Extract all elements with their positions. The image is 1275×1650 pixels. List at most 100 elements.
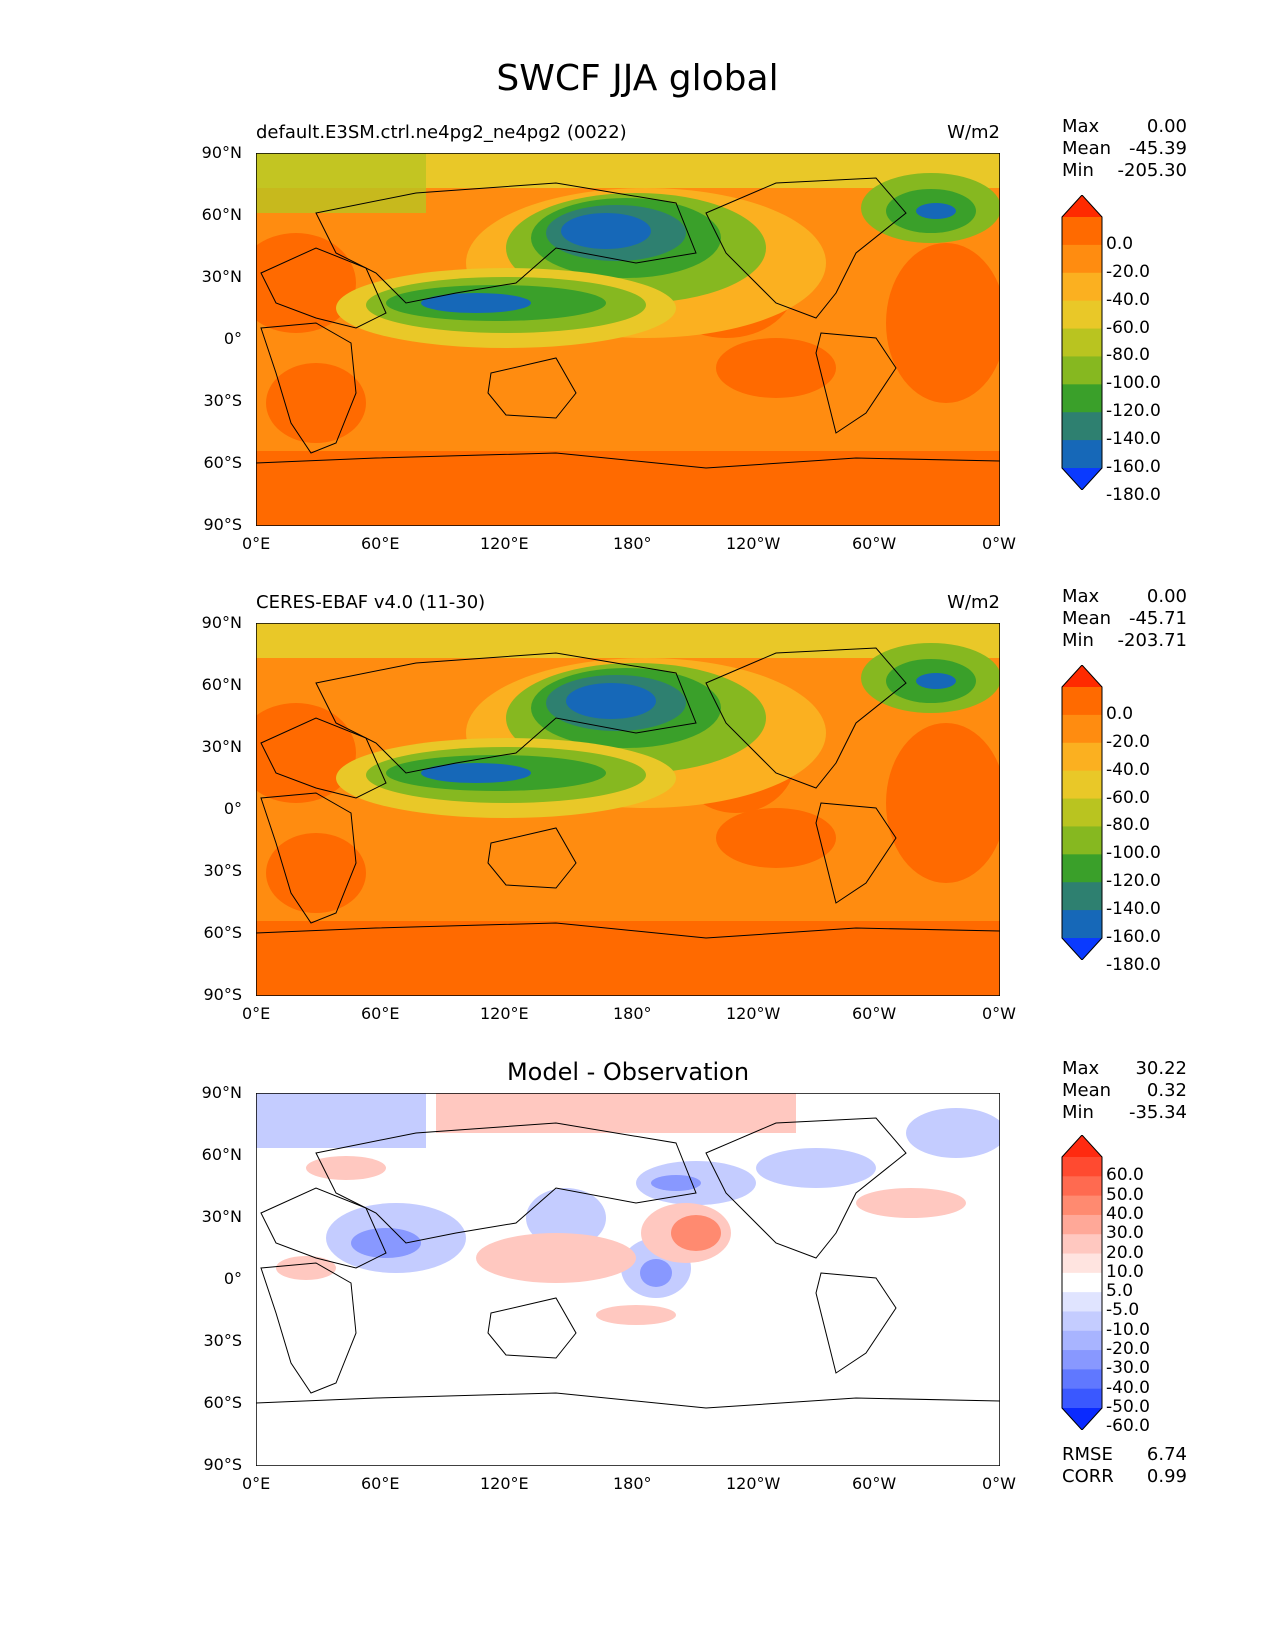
panel2-lon-tick: 60°E [361,1004,400,1023]
colorbar-segment [1062,272,1102,302]
colorbar-segment [1062,1350,1102,1370]
panel2-lon-tick: 0°W [982,1004,1016,1023]
colorbar-tick-label: -120.0 [1106,871,1161,892]
colorbar-cap-bottom [1062,1408,1102,1430]
panel3-lon-tick: 60°E [361,1474,400,1493]
panel1-lon-tick: 60°E [361,534,400,553]
colorbar-segment [1062,742,1102,772]
colorbar-segment [1062,1388,1102,1409]
panel3-lon-tick: 120°E [480,1474,529,1493]
panel3-lat-tick: 30°S [203,1331,242,1350]
colorbar-segment [1062,826,1102,855]
colorbar-tick-label: -60.0 [1106,317,1150,338]
panel1-lon-tick: 0°W [982,534,1016,553]
panel1-axes: 90°N 60°N 30°N 0° 30°S 60°S 90°S 0°E 60°… [202,143,1016,553]
colorbar-tick-label: -160.0 [1106,457,1161,477]
colorbar-tick-label: -140.0 [1106,899,1161,920]
stat-value: -205.30 [1117,160,1187,181]
colorbar-tick-label: -5.0 [1106,1300,1140,1321]
colorbar-tick-label: -80.0 [1106,345,1150,366]
panel3-map [256,1093,1000,1466]
panel3-lat-tick: 30°N [201,1207,242,1226]
colorbar-tick-label: -120.0 [1106,401,1161,422]
colorbar-cap-bottom [1062,938,1102,960]
panel1-lat-tick: 90°S [203,515,242,534]
colorbar-tick-label: 30.0 [1106,1223,1144,1244]
colorbar-segment [1062,770,1102,800]
panel1-lat-tick: 30°S [203,391,242,410]
colorbar-tick-label: 10.0 [1106,1261,1144,1282]
stat-label: Min [1062,630,1094,651]
colorbar-tick-label: -20.0 [1106,731,1150,752]
colorbar-outline [1061,195,1103,490]
panel3-lon-tick: 60°W [852,1474,897,1493]
metric-value: 0.99 [1146,1466,1187,1487]
colorbar-segment [1062,1330,1102,1351]
colorbar-outline [1061,665,1103,960]
panel1-lat-tick: 30°N [201,267,242,286]
colorbar-segment [1062,854,1102,883]
panel3-lon-tick: 180° [613,1474,652,1493]
stat-value: 0.00 [1146,116,1187,137]
colorbar-segment [1062,1195,1102,1216]
panel1-lon-tick: 60°W [852,534,897,553]
colorbar-segment [1062,300,1102,330]
panel1-lon-tick: 120°W [726,534,781,553]
colorbar-outline [1061,1135,1103,1430]
panel3-lat-tick: 90°N [201,1083,242,1102]
metric-label: CORR [1062,1466,1114,1487]
colorbar-tick-label: -60.0 [1106,787,1150,808]
colorbar-cap-top [1062,665,1102,687]
colorbar-tick-label: 0.0 [1106,233,1134,254]
panel2-lat-tick: 60°N [201,675,242,694]
stat-value: -45.39 [1128,138,1187,159]
panel3-lon-tick: 0°W [982,1474,1016,1493]
colorbar-segment [1062,1272,1102,1293]
colorbar-segment [1062,328,1102,357]
stat-value: -45.71 [1128,608,1187,629]
stat-label: Max [1062,1058,1100,1079]
colorbar-tick-label: 20.0 [1106,1242,1144,1263]
colorbar-tick-label: -20.0 [1106,1339,1150,1360]
colorbar-segment [1062,1157,1102,1177]
colorbar-segment [1062,356,1102,385]
panel1-lon-tick: 0°E [242,534,271,553]
colorbar-segment [1062,687,1102,716]
stat-label: Mean [1062,1080,1112,1101]
colorbar-segment [1062,882,1102,911]
stat-label: Min [1062,1102,1094,1123]
colorbar-tick-label: 60.0 [1106,1165,1144,1186]
colorbar-tick-label: -40.0 [1106,1377,1150,1398]
panel3-colorbar [1061,1135,1103,1430]
colorbar-segment [1062,412,1102,441]
stat-value: 30.22 [1135,1058,1187,1079]
colorbar-tick-label: -40.0 [1106,289,1150,310]
colorbar-segment [1062,910,1102,939]
panel2-stats: Max 0.00 Mean -45.71 Min -203.71 [1062,586,1187,652]
colorbar-tick-label: -30.0 [1106,1358,1150,1379]
panel2-lat-tick: 60°S [203,923,242,942]
colorbar-tick-label: 0.0 [1106,703,1134,724]
panel3-lat-tick: 90°S [203,1455,242,1474]
panel3-lat-tick: 0° [223,1269,242,1288]
colorbar-tick-label: -160.0 [1106,927,1161,947]
panel3-lat-tick: 60°S [203,1393,242,1412]
panel1-lat-tick: 60°S [203,453,242,472]
metric-label: RMSE [1062,1444,1113,1465]
colorbar-segment [1062,1234,1102,1255]
colorbar-segment [1062,714,1102,744]
panel1-colorbar [1061,195,1103,490]
colorbar-cap-top [1062,1135,1102,1157]
colorbar-tick-label: -40.0 [1106,759,1150,780]
panel2-colorbar [1061,665,1103,960]
colorbar-tick-label: 40.0 [1106,1203,1144,1224]
panel2-map [256,623,1000,996]
stat-label: Max [1062,116,1100,137]
colorbar-segment [1062,384,1102,413]
colorbar-tick-label: -180.0 [1106,484,1161,505]
panel2-lat-tick: 90°N [201,613,242,632]
colorbar-segment [1062,1369,1102,1390]
stat-value: 0.32 [1146,1080,1187,1101]
panel1-lat-tick: 0° [223,329,242,348]
stat-value: 0.00 [1146,586,1187,607]
